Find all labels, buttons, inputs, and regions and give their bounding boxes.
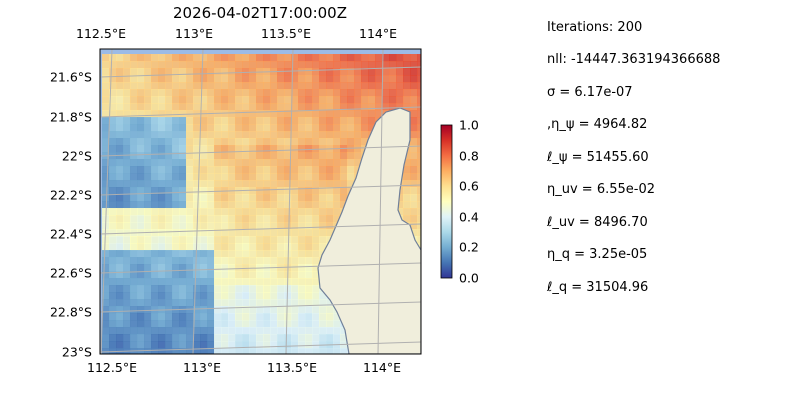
stat-ell-q: ℓ_q = 31504.96	[547, 280, 649, 295]
colorbar	[440, 124, 453, 279]
y-tick: 21.8°S	[49, 109, 92, 125]
y-tick: 21.6°S	[49, 69, 92, 85]
colorbar-tick: 0.0	[459, 270, 479, 286]
map-frame	[99, 48, 422, 355]
x-tick-top: 112.5°E	[76, 26, 126, 41]
x-tick-bottom: 112.5°E	[87, 360, 137, 375]
colorbar-tick: 0.6	[459, 178, 479, 194]
stat-iterations: Iterations: 200	[547, 20, 643, 35]
stat-ell-uv: ℓ_uv = 8496.70	[547, 215, 648, 230]
y-tick: 22.2°S	[49, 187, 92, 203]
y-tick: 23°S	[61, 344, 92, 360]
stat-nll: nll: -14447.363194366688	[547, 52, 721, 67]
colorbar-tick: 0.2	[459, 239, 479, 255]
y-tick: 22.6°S	[49, 265, 92, 281]
stat-sigma: σ = 6.17e-07	[547, 85, 633, 100]
x-tick-top: 113.5°E	[261, 26, 311, 41]
stat-eta-psi: ,η_ψ = 4964.82	[547, 117, 648, 132]
y-tick: 22.4°S	[49, 226, 92, 242]
colorbar-tick: 0.8	[459, 148, 479, 164]
stat-eta-uv: η_uv = 6.55e-02	[547, 182, 656, 197]
x-tick-top: 114°E	[358, 26, 398, 41]
heatmap-layer	[100, 49, 421, 354]
x-tick-bottom: 113°E	[182, 360, 222, 375]
stat-eta-q: η_q = 3.25e-05	[547, 247, 648, 262]
colorbar-tick: 0.4	[459, 209, 479, 225]
y-tick: 22°S	[61, 148, 92, 164]
x-tick-bottom: 114°E	[362, 360, 402, 375]
x-tick-top: 113°E	[174, 26, 214, 41]
colorbar-tick: 1.0	[459, 117, 479, 133]
stat-ell-psi: ℓ_ψ = 51455.60	[547, 150, 649, 165]
y-tick: 22.8°S	[49, 304, 92, 320]
x-tick-bottom: 113.5°E	[267, 360, 317, 375]
plot-title: 2026-04-02T17:00:00Z	[173, 4, 347, 22]
